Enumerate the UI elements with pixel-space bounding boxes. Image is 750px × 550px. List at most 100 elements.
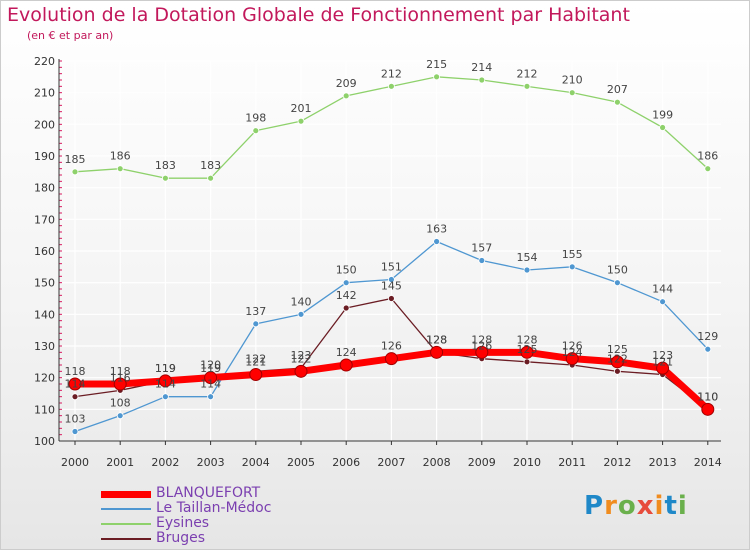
data-label: 199 xyxy=(652,109,673,122)
data-label: 212 xyxy=(517,67,538,80)
data-point xyxy=(71,428,79,435)
data-point xyxy=(430,345,444,359)
data-point xyxy=(568,89,576,97)
x-tick-label: 2013 xyxy=(649,456,677,469)
y-tick-label: 190 xyxy=(34,150,55,163)
data-point xyxy=(610,355,624,369)
y-tick-label: 120 xyxy=(34,372,55,385)
data-point xyxy=(568,263,576,271)
data-label: 119 xyxy=(155,362,176,375)
data-label: 114 xyxy=(155,378,176,391)
y-tick-label: 100 xyxy=(34,435,55,448)
legend-swatch xyxy=(101,538,151,540)
y-tick-label: 160 xyxy=(34,245,55,258)
legend-swatch xyxy=(101,490,151,498)
data-label: 119 xyxy=(155,362,176,375)
data-label: 209 xyxy=(336,77,357,90)
data-point xyxy=(252,127,260,135)
data-label: 157 xyxy=(471,242,492,255)
y-tick-label: 150 xyxy=(34,277,55,290)
data-point xyxy=(342,92,350,100)
data-label: 110 xyxy=(697,390,718,403)
data-point xyxy=(478,76,486,84)
data-label: 124 xyxy=(336,346,357,359)
data-label: 128 xyxy=(517,333,538,346)
data-label: 108 xyxy=(110,397,131,410)
data-label: 198 xyxy=(245,112,266,125)
legend-label: BLANQUEFORT xyxy=(156,485,261,501)
data-point xyxy=(294,364,308,378)
data-label: 185 xyxy=(65,153,86,166)
data-point xyxy=(387,82,395,90)
data-label: 140 xyxy=(291,295,312,308)
y-tick-label: 200 xyxy=(34,118,55,131)
y-tick-label: 220 xyxy=(34,55,55,68)
y-tick-label: 170 xyxy=(34,213,55,226)
data-label: 129 xyxy=(697,330,718,343)
data-label: 120 xyxy=(200,359,221,372)
data-point xyxy=(71,168,79,176)
data-label: 121 xyxy=(652,356,673,369)
data-label: 119 xyxy=(200,362,221,375)
y-tick-label: 210 xyxy=(34,87,55,100)
data-label: 183 xyxy=(200,159,221,172)
data-label: 183 xyxy=(155,159,176,172)
data-point xyxy=(701,402,715,416)
data-point xyxy=(297,117,305,125)
data-label: 214 xyxy=(471,61,492,74)
data-label: 186 xyxy=(697,150,718,163)
data-point xyxy=(387,295,395,302)
data-point xyxy=(207,393,215,401)
data-point xyxy=(158,374,172,388)
y-tick-label: 130 xyxy=(34,340,55,353)
grid-lines xyxy=(59,60,721,442)
data-label: 110 xyxy=(697,390,718,403)
data-point xyxy=(475,345,489,359)
data-point xyxy=(342,279,350,287)
data-label: 128 xyxy=(426,333,447,346)
data-point xyxy=(161,174,169,182)
x-tick-label: 2002 xyxy=(151,456,179,469)
data-point xyxy=(116,412,124,420)
data-label: 122 xyxy=(245,352,266,365)
x-tick-label: 2007 xyxy=(377,456,405,469)
data-point xyxy=(659,298,666,306)
data-label: 144 xyxy=(652,283,673,296)
data-point xyxy=(565,352,579,366)
data-point xyxy=(520,345,534,359)
data-label: 114 xyxy=(200,378,221,391)
data-point xyxy=(252,320,260,328)
data-point xyxy=(207,174,215,182)
x-tick-label: 2014 xyxy=(694,456,722,469)
data-label: 126 xyxy=(381,340,402,353)
data-label: 128 xyxy=(426,333,447,346)
data-label: 215 xyxy=(426,58,447,71)
legend-swatch xyxy=(101,523,151,525)
x-tick-label: 2009 xyxy=(468,456,496,469)
data-label: 121 xyxy=(245,356,266,369)
x-tick-label: 2011 xyxy=(558,456,586,469)
data-point xyxy=(659,124,666,131)
data-label: 123 xyxy=(291,349,312,362)
data-point xyxy=(204,371,218,385)
data-label: 125 xyxy=(517,343,538,356)
data-label: 154 xyxy=(517,251,538,264)
data-point xyxy=(297,310,305,318)
data-label: 126 xyxy=(562,340,583,353)
data-label: 210 xyxy=(562,74,583,87)
data-point xyxy=(433,238,441,245)
data-point xyxy=(342,304,350,312)
data-label: 103 xyxy=(65,413,86,426)
data-label: 155 xyxy=(562,248,583,261)
legend-swatch xyxy=(101,508,151,510)
data-point xyxy=(614,279,621,287)
data-label: 118 xyxy=(65,365,86,378)
data-point xyxy=(113,377,127,391)
y-tick-label: 110 xyxy=(34,403,55,416)
data-label: 150 xyxy=(607,264,628,277)
data-point xyxy=(387,276,395,283)
data-point xyxy=(614,367,621,375)
data-point xyxy=(68,377,82,391)
data-label: 207 xyxy=(607,83,628,96)
